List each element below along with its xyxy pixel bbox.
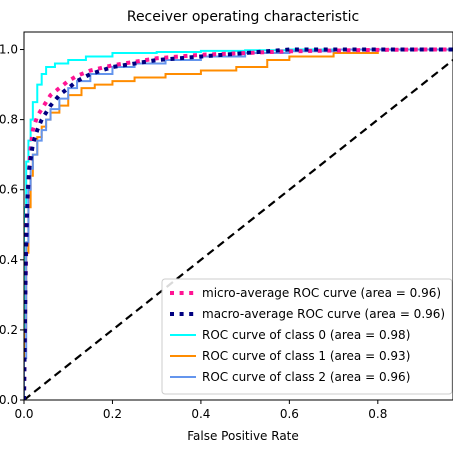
x-tick-label: 0.2 [103, 407, 122, 421]
legend: micro-average ROC curve (area = 0.96) mac… [161, 278, 453, 395]
legend-label-micro-average: micro-average ROC curve (area = 0.96) [202, 286, 441, 300]
y-tick-label: 1.0 [0, 43, 18, 57]
legend-box [161, 278, 453, 395]
roc-series-class-0 [24, 48, 453, 400]
y-tick-label: 0.0 [0, 393, 18, 407]
legend-label-macro-average: macro-average ROC curve (area = 0.96) [202, 307, 445, 321]
x-axis-label: False Positive Rate [187, 429, 299, 443]
legend-label-class-2: ROC curve of class 2 (area = 0.96) [202, 370, 410, 384]
legend-label-class-1: ROC curve of class 1 (area = 0.93) [202, 349, 410, 363]
plot-area [24, 47, 453, 400]
y-tick-label: 0.4 [0, 253, 18, 267]
axes-frame [23, 31, 453, 401]
x-tick-label: 0.8 [368, 407, 387, 421]
chance-diagonal-line [24, 58, 453, 400]
x-tick-label: 0.6 [280, 407, 299, 421]
x-tick-label: 0.4 [191, 407, 210, 421]
legend-label-class-0: ROC curve of class 0 (area = 0.98) [202, 328, 410, 342]
y-tick-label: 0.6 [0, 183, 18, 197]
y-tick-label: 0.2 [0, 323, 18, 337]
x-tick-label: 0.0 [14, 407, 33, 421]
axis-ticks: 0.0 0.2 0.4 0.6 0.8 0.0 0.2 0.4 0.6 0.8 1.0 [0, 43, 387, 421]
y-tick-label: 0.8 [0, 113, 18, 127]
chart-title: Receiver operating characteristic [127, 9, 359, 25]
roc-series-micro-average [24, 47, 453, 400]
